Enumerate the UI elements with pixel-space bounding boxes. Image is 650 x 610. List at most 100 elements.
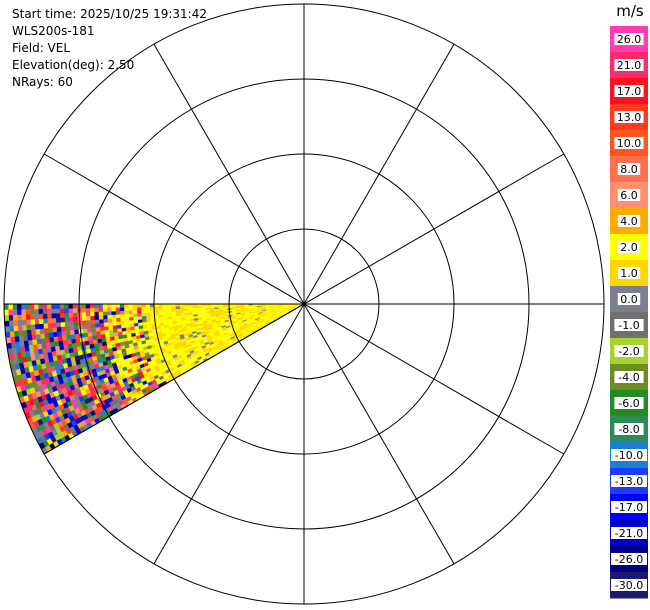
velocity-gate	[120, 323, 126, 329]
velocity-gate	[18, 335, 24, 342]
colorbar-tick-bg	[617, 293, 641, 305]
velocity-gate	[119, 303, 125, 308]
velocity-gate	[51, 326, 58, 333]
colorbar-tick-label: 0.0	[620, 293, 638, 306]
velocity-gate	[153, 306, 159, 310]
velocity-gate	[119, 317, 126, 322]
velocity-gate	[59, 303, 65, 309]
velocity-gate	[3, 303, 9, 310]
colorbar: m/s 26.0 21.0 17.0 13.0 10.0 8.0 6.0 4.0 2.0 1.0 0…	[610, 2, 648, 599]
velocity-gate	[69, 325, 75, 331]
velocity-gate	[50, 308, 56, 314]
velocity-gate	[72, 320, 79, 326]
colorbar-tick-label: -17.0	[615, 501, 643, 514]
velocity-gate	[81, 316, 87, 321]
velocity-gate	[132, 313, 138, 318]
colorbar-tick-bg	[614, 371, 644, 383]
colorbar-tick-bg	[611, 527, 647, 539]
velocity-gate	[196, 305, 202, 309]
velocity-gate	[8, 303, 13, 310]
colorbar-tick-label: 6.0	[620, 189, 638, 202]
velocity-gate	[13, 330, 19, 337]
scan-info: Start time: 2025/10/25 19:31:42 WLS200s-…	[12, 6, 207, 91]
velocity-gate	[68, 316, 74, 322]
velocity-gate	[72, 316, 78, 322]
velocity-gate	[119, 307, 125, 312]
start-time: Start time: 2025/10/25 19:31:42	[12, 7, 207, 21]
velocity-gate	[89, 307, 95, 313]
velocity-gate	[98, 318, 104, 324]
velocity-gate	[166, 308, 172, 312]
velocity-gate	[16, 303, 22, 310]
velocity-gate	[102, 311, 108, 316]
velocity-gate	[38, 318, 44, 325]
colorbar-tick-bg	[614, 85, 644, 97]
velocity-gate	[140, 306, 146, 311]
velocity-gate	[38, 308, 44, 315]
velocity-gate	[162, 306, 168, 310]
sector-edge	[43, 303, 305, 455]
velocity-gate	[25, 303, 31, 310]
velocity-gate	[123, 307, 129, 311]
colorbar-unit: m/s	[616, 2, 644, 20]
velocity-gate	[38, 323, 44, 330]
velocity-gate	[43, 332, 50, 339]
velocity-gate	[99, 326, 105, 332]
velocity-gate	[153, 309, 159, 313]
velocity-gate	[8, 314, 14, 321]
velocity-gate	[12, 319, 18, 327]
velocity-gate	[29, 303, 35, 310]
velocity-gate	[102, 303, 108, 309]
velocity-gate	[115, 303, 120, 308]
velocity-gate	[93, 307, 99, 313]
colorbar-tick-label: 1.0	[620, 267, 638, 280]
velocity-gate	[70, 333, 76, 340]
colorbar-tick-label: 26.0	[617, 33, 642, 46]
velocity-gate	[38, 303, 43, 310]
velocity-gate	[90, 323, 96, 329]
velocity-gate	[39, 328, 45, 335]
velocity-gate	[61, 330, 67, 337]
velocity-gate	[56, 331, 63, 337]
velocity-gate	[183, 306, 189, 309]
colorbar-tick-label: -6.0	[618, 397, 639, 410]
velocity-gate	[43, 327, 49, 334]
velocity-gate	[102, 318, 108, 324]
velocity-gate	[106, 314, 112, 319]
velocity-gate	[64, 321, 70, 327]
velocity-gate	[102, 314, 108, 320]
colorbar-tick-bg	[611, 553, 647, 565]
colorbar-tick-bg	[611, 475, 647, 487]
velocity-gate	[179, 308, 185, 312]
velocity-gate	[46, 303, 52, 310]
velocity-gate	[89, 311, 95, 317]
ppi-plot	[3, 3, 605, 605]
velocity-gate	[115, 310, 121, 315]
velocity-gate	[59, 312, 65, 318]
colorbar-tick-bg	[611, 579, 647, 591]
velocity-gate	[86, 323, 92, 329]
velocity-gate	[81, 320, 87, 326]
velocity-gate	[98, 315, 104, 320]
velocity-gate	[85, 303, 91, 309]
velocity-gate	[48, 336, 55, 343]
velocity-gate	[46, 308, 52, 314]
velocity-gate	[39, 333, 46, 339]
velocity-gate	[171, 310, 177, 315]
velocity-gate	[94, 319, 100, 324]
colorbar-tick-label: 4.0	[620, 215, 638, 228]
velocity-gate	[74, 337, 81, 344]
velocity-gate	[72, 303, 78, 309]
velocity-gate	[38, 313, 44, 320]
velocity-gate	[22, 329, 28, 336]
velocity-gate	[61, 335, 67, 341]
velocity-gate	[119, 310, 125, 315]
velocity-gate	[85, 307, 91, 313]
velocity-gate	[47, 317, 53, 324]
velocity-gate	[103, 325, 109, 331]
velocity-gate	[29, 313, 35, 320]
velocity-gate	[107, 321, 113, 327]
velocity-gate	[188, 305, 193, 309]
velocity-gate	[72, 307, 78, 313]
velocity-gate	[25, 308, 31, 315]
